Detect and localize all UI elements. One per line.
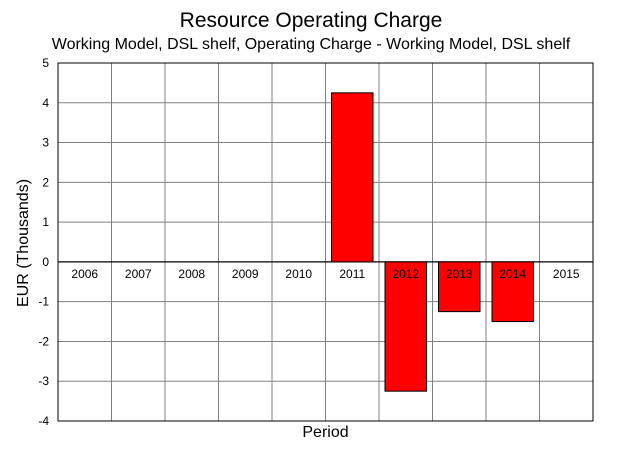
y-axis-label: EUR (Thousands) [15,178,32,308]
bar-2013 [438,261,481,313]
grid-lines [57,62,594,422]
y-tick-label: 1 [42,215,49,229]
y-tick-label: 3 [42,136,49,150]
y-tick-label: 0 [42,255,49,269]
x-tick-label: 2007 [125,267,152,281]
x-tick-label: 2015 [553,267,580,281]
y-tick-label: 5 [42,56,49,70]
x-tick-label: 2011 [339,267,365,281]
plot-border [57,62,594,422]
y-tick-label: 2 [42,175,49,189]
chart-title: Resource Operating Charge [179,9,443,32]
y-tick-label: -3 [38,374,49,388]
x-tick-label: 2006 [71,267,98,281]
x-tick-label: 2009 [232,267,259,281]
x-tick-label: 2013 [446,267,473,281]
y-tick-label: -4 [38,414,49,428]
x-tick-labels: 2006 2007 2008 2009 2010 2011 2012 2013 2014 2015 [71,267,580,281]
y-tick-labels: -4 -3 -2 -1 0 1 2 3 4 5 [38,56,49,428]
y-tick-label: 4 [42,96,49,110]
x-tick-label: 2014 [499,267,526,281]
x-axis-label: Period [302,424,349,441]
x-tick-label: 2012 [392,267,419,281]
y-tick-label: -2 [38,334,49,348]
bars [331,92,534,392]
bar-2014 [491,261,534,323]
bar-2012 [384,261,427,392]
x-tick-label: 2010 [285,267,312,281]
bar-2011 [331,92,374,263]
x-tick-label: 2008 [178,267,205,281]
chart-subtitle: Working Model, DSL shelf, Operating Char… [51,36,571,53]
y-tick-label: -1 [38,295,49,309]
